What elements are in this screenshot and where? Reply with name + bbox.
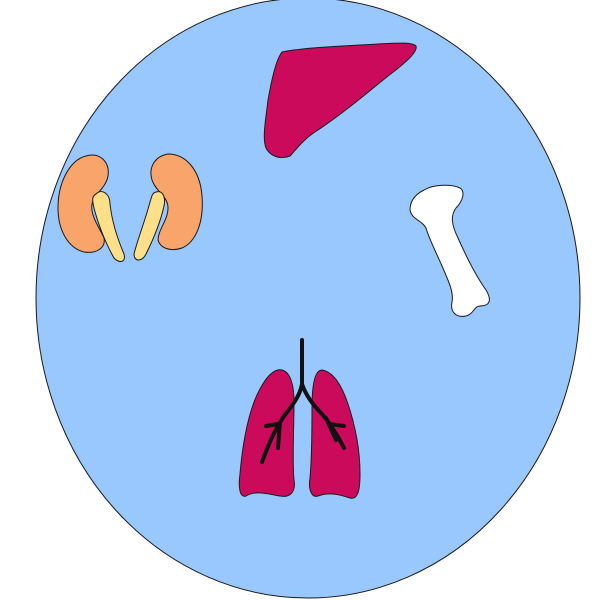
right-bronchus-branch [328,422,346,428]
left-ureter [92,191,125,262]
right-kidney [150,153,203,251]
liver-icon [263,42,417,159]
left-bronchus [260,382,304,464]
left-bronchus-sub [276,420,282,450]
right-ureter [133,191,165,261]
airway-tree [260,338,346,464]
left-bronchus-branch [264,422,280,428]
body-circle [35,0,581,599]
right-bronchus-sub [324,416,338,442]
left-lung [238,369,295,497]
kidneys-icon [57,153,203,262]
bone-icon [409,184,490,317]
lungs-icon [238,338,361,499]
right-bronchus [300,382,346,450]
